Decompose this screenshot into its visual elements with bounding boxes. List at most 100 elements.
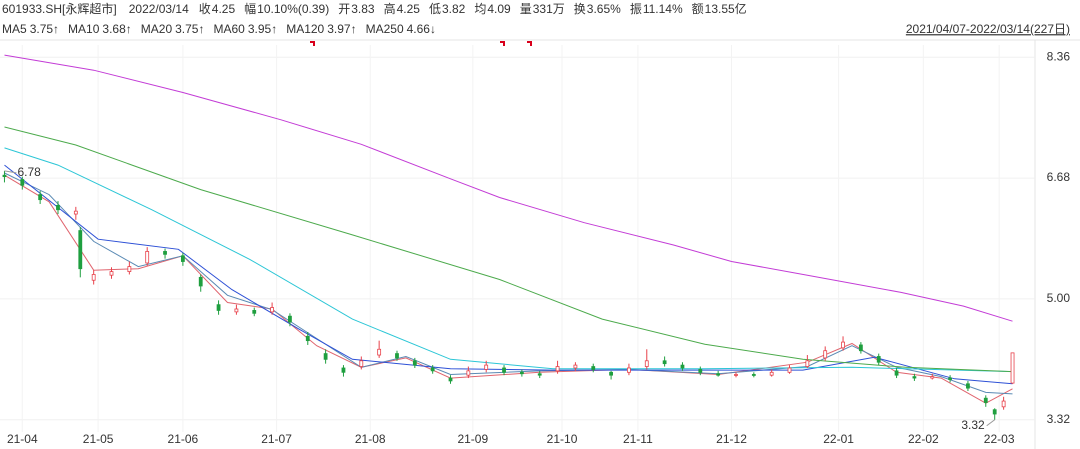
candle-body [145, 251, 150, 264]
candle-body [751, 374, 756, 376]
field-value: 4.25 [397, 2, 421, 16]
legend-value: 3.75↑ [175, 22, 204, 36]
candle-body [858, 344, 863, 352]
field-label: 高 [384, 1, 396, 16]
candle-body [359, 360, 364, 367]
candle-body [841, 341, 845, 349]
field-value: 11.14% [643, 2, 683, 16]
candle-body [252, 310, 257, 314]
legend-value: 3.75↑ [30, 22, 59, 36]
legend-name: MA10 [68, 22, 100, 36]
candle-body [127, 266, 132, 272]
field-label: 收 [199, 2, 211, 16]
candle-body [234, 308, 239, 313]
field-value: 4.25 [212, 2, 236, 16]
candle-body [966, 383, 970, 389]
candle-body [484, 364, 489, 370]
annotation: 3.32 [961, 418, 985, 432]
ma-line [4, 172, 1013, 395]
candle-body [412, 360, 417, 366]
stock-code: 601933.SH[永辉超市] [2, 1, 117, 16]
candle-body [377, 348, 382, 356]
candle-body [341, 367, 346, 373]
legend-name: MA120 [286, 22, 324, 36]
candle-body [163, 251, 167, 255]
x-tick-label: 22-02 [908, 432, 939, 446]
candle-body [591, 366, 596, 370]
field-value: 331万 [533, 2, 565, 16]
x-tick-label: 21-11 [623, 432, 653, 446]
candle-body [948, 377, 952, 380]
x-tick-label: 22-01 [823, 432, 854, 446]
field-label: 额 [692, 2, 704, 16]
event-marker [310, 41, 532, 46]
annotation-leader [4, 170, 17, 174]
candle-body [555, 366, 560, 372]
candle-body [305, 335, 310, 342]
candle-body [323, 353, 328, 360]
candle-body [180, 255, 185, 262]
field-value: 3.65% [587, 2, 621, 16]
candle-body [2, 174, 7, 178]
y-tick-label: 3.32 [1047, 412, 1071, 426]
candle-body [769, 371, 774, 376]
field-label: 换 [574, 2, 586, 16]
candle-body [216, 304, 221, 311]
candle-body [787, 367, 792, 373]
candle-body [198, 276, 203, 287]
candle-body [680, 364, 685, 369]
candle-body [573, 364, 578, 369]
field-label: 量 [520, 2, 532, 16]
x-tick-label: 21-10 [547, 432, 578, 446]
y-tick-label: 6.68 [1047, 170, 1071, 184]
legend-value: 3.95↑ [248, 22, 277, 36]
field-label: 振 [630, 2, 642, 16]
candle-body [627, 367, 631, 373]
quote-date: 2022/03/14 [129, 2, 189, 16]
y-tick-label: 8.36 [1047, 49, 1071, 63]
field-value: 3.83 [351, 2, 375, 16]
candle-body [716, 373, 721, 376]
ma-line [4, 126, 1013, 373]
legend-name: MA250 [366, 22, 404, 36]
candle-body [1010, 352, 1015, 384]
x-tick-label: 21-12 [716, 432, 747, 446]
candle-body [20, 179, 25, 186]
x-tick-label: 21-09 [457, 432, 488, 446]
candle-body [270, 307, 274, 313]
field-value: 13.55亿 [705, 1, 747, 16]
date-range[interactable]: 2021/04/07-2022/03/14(227日) [906, 22, 1070, 36]
field-value: 4.09 [487, 2, 511, 16]
annotation-leader [986, 419, 995, 427]
candle-body [466, 370, 471, 376]
candle-body [983, 397, 988, 403]
ma-line [4, 174, 1013, 404]
candle-body [519, 371, 524, 375]
x-tick-label: 21-05 [83, 432, 114, 446]
legend-name: MA5 [2, 22, 27, 36]
x-tick-label: 21-06 [168, 432, 199, 446]
ma-line [4, 147, 1013, 373]
field-value: 3.82 [442, 2, 466, 16]
x-tick-label: 21-07 [261, 432, 292, 446]
legend-name: MA60 [213, 22, 245, 36]
candle-body [992, 409, 997, 415]
candle-body [876, 356, 881, 363]
legend-value: 4.66↓ [407, 22, 436, 36]
field-label: 开 [338, 2, 350, 16]
annotation: 6.78 [17, 165, 41, 179]
legend-name: MA20 [141, 22, 173, 36]
candle-body [662, 360, 667, 365]
candle-body [609, 371, 613, 376]
candle-body [805, 360, 810, 367]
candle-body [430, 367, 435, 372]
candle-body [502, 367, 506, 373]
field-label: 均 [474, 2, 486, 16]
field-label: 低 [429, 2, 441, 16]
candle-body [823, 350, 828, 359]
candle-body [930, 376, 935, 379]
candle-body [91, 274, 96, 281]
candle-body [448, 377, 453, 382]
